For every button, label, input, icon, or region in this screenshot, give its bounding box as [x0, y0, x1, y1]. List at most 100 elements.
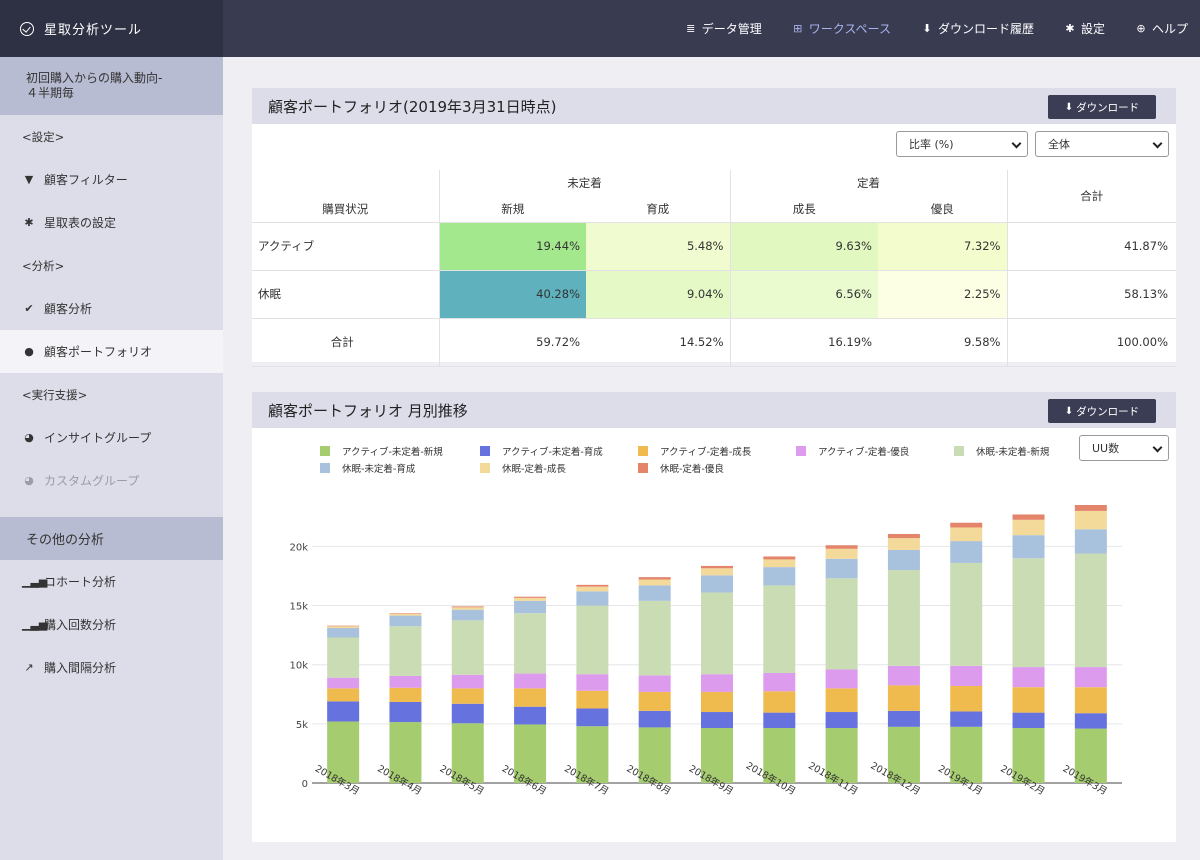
- bar-segment[interactable]: [451, 703, 484, 724]
- bar-segment[interactable]: [638, 710, 671, 728]
- bar-segment[interactable]: [389, 675, 422, 688]
- sidebar-item-customer-filter[interactable]: ▼ 顧客フィルター: [0, 158, 223, 201]
- bar-segment[interactable]: [389, 722, 422, 783]
- bar-segment[interactable]: [701, 727, 733, 783]
- bar-segment[interactable]: [1012, 519, 1045, 536]
- bar-segment[interactable]: [451, 607, 484, 610]
- bar-segment[interactable]: [389, 615, 422, 627]
- nav-workspace[interactable]: ⊞ ワークスペース: [792, 20, 891, 37]
- bar-segment[interactable]: [514, 613, 547, 674]
- bar-segment[interactable]: [638, 585, 671, 601]
- bar-segment[interactable]: [825, 727, 858, 783]
- bar-segment[interactable]: [825, 712, 858, 728]
- sidebar-item-customer-portfolio[interactable]: ● 顧客ポートフォリオ: [0, 330, 223, 373]
- bar-segment[interactable]: [763, 691, 796, 713]
- bar-segment[interactable]: [514, 600, 547, 614]
- bar-segment[interactable]: [887, 549, 920, 571]
- bar-segment[interactable]: [389, 626, 422, 676]
- sidebar-item-purchase-count[interactable]: ▁▃▅ 購入回数分析: [0, 603, 223, 646]
- bar-segment[interactable]: [514, 688, 547, 707]
- bar-segment[interactable]: [576, 690, 609, 709]
- bar-segment[interactable]: [576, 674, 609, 691]
- bar-segment[interactable]: [389, 613, 422, 616]
- sidebar-item-insight-group[interactable]: ◕ インサイトグループ: [0, 416, 223, 459]
- bar-segment[interactable]: [451, 609, 484, 621]
- bar-segment[interactable]: [763, 712, 796, 728]
- bar-segment[interactable]: [1074, 687, 1107, 714]
- bar-segment[interactable]: [638, 577, 671, 580]
- bar-segment[interactable]: [638, 579, 671, 586]
- bar-segment[interactable]: [514, 724, 547, 783]
- bar-segment[interactable]: [825, 669, 858, 689]
- bar-segment[interactable]: [701, 691, 733, 713]
- bar-segment[interactable]: [701, 565, 733, 569]
- bar-segment[interactable]: [887, 533, 920, 539]
- legend-item[interactable]: 休眠-未定着-新規: [954, 444, 1049, 458]
- bar-segment[interactable]: [389, 687, 422, 702]
- bar-segment[interactable]: [701, 592, 733, 675]
- bar-segment[interactable]: [1012, 727, 1045, 783]
- legend-item[interactable]: アクティブ-定着-優良: [796, 444, 909, 458]
- bar-segment[interactable]: [451, 688, 484, 704]
- sidebar-item-cohort[interactable]: ▁▃▅ コホート分析: [0, 560, 223, 603]
- scope-select[interactable]: 全体: [1035, 131, 1169, 157]
- bar-segment[interactable]: [1074, 529, 1107, 554]
- bar-segment[interactable]: [451, 606, 484, 608]
- legend-item[interactable]: アクティブ-未定着-育成: [480, 444, 603, 458]
- bar-segment[interactable]: [327, 637, 360, 678]
- nav-download-history[interactable]: ⬇ ダウンロード履歴: [921, 20, 1034, 37]
- bar-segment[interactable]: [514, 706, 547, 725]
- bar-segment[interactable]: [451, 674, 484, 689]
- bar-segment[interactable]: [950, 685, 983, 712]
- bar-segment[interactable]: [327, 701, 360, 722]
- bar-segment[interactable]: [763, 585, 796, 673]
- bar-segment[interactable]: [701, 674, 733, 692]
- bar-segment[interactable]: [576, 708, 609, 727]
- bar-segment[interactable]: [763, 727, 796, 783]
- bar-segment[interactable]: [576, 584, 609, 587]
- bar-segment[interactable]: [327, 625, 360, 627]
- bar-segment[interactable]: [825, 558, 858, 579]
- bar-segment[interactable]: [576, 591, 609, 606]
- bar-segment[interactable]: [1012, 667, 1045, 688]
- bar-segment[interactable]: [701, 575, 733, 593]
- bar-segment[interactable]: [327, 721, 360, 783]
- bar-segment[interactable]: [514, 673, 547, 689]
- unit-select[interactable]: UU数: [1079, 435, 1169, 461]
- bar-segment[interactable]: [327, 688, 360, 702]
- bar-segment[interactable]: [576, 586, 609, 592]
- bar-segment[interactable]: [389, 613, 422, 614]
- bar-segment[interactable]: [576, 726, 609, 783]
- bar-segment[interactable]: [763, 556, 796, 560]
- legend-item[interactable]: 休眠-未定着-育成: [320, 461, 415, 475]
- app-brand[interactable]: 星取分析ツール: [0, 0, 223, 57]
- sidebar-item-purchase-interval[interactable]: ↗ 購入間隔分析: [0, 646, 223, 689]
- bar-segment[interactable]: [887, 685, 920, 711]
- bar-segment[interactable]: [1012, 712, 1045, 728]
- legend-item[interactable]: 休眠-定着-成長: [480, 461, 566, 475]
- sidebar-item-customer-analysis[interactable]: ✔ 顧客分析: [0, 287, 223, 330]
- bar-segment[interactable]: [887, 665, 920, 686]
- bar-segment[interactable]: [514, 597, 547, 601]
- bar-segment[interactable]: [950, 527, 983, 542]
- bar-segment[interactable]: [514, 596, 547, 598]
- bar-segment[interactable]: [638, 727, 671, 783]
- bar-segment[interactable]: [763, 567, 796, 586]
- bar-segment[interactable]: [887, 538, 920, 550]
- bar-segment[interactable]: [950, 541, 983, 563]
- bar-segment[interactable]: [1074, 713, 1107, 729]
- bar-segment[interactable]: [1074, 510, 1107, 530]
- nav-data-management[interactable]: ≣ データ管理: [685, 20, 762, 37]
- metric-select[interactable]: 比率 (%): [896, 131, 1028, 157]
- bar-segment[interactable]: [950, 562, 983, 666]
- bar-segment[interactable]: [701, 568, 733, 576]
- bar-segment[interactable]: [638, 600, 671, 676]
- bar-segment[interactable]: [950, 522, 983, 528]
- trend-download-button[interactable]: ⬇ ダウンロード: [1048, 399, 1156, 423]
- bar-segment[interactable]: [389, 701, 422, 723]
- bar-segment[interactable]: [825, 688, 858, 713]
- bar-segment[interactable]: [1074, 728, 1107, 783]
- bar-segment[interactable]: [1012, 514, 1045, 520]
- legend-item[interactable]: 休眠-定着-優良: [638, 461, 724, 475]
- bar-segment[interactable]: [950, 726, 983, 783]
